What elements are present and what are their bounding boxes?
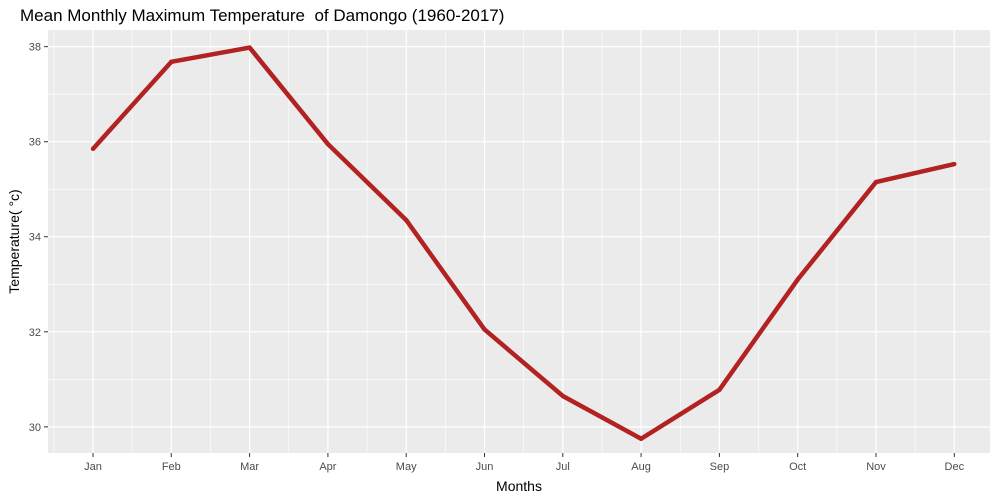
plot-panel — [48, 30, 990, 453]
data-point — [169, 59, 174, 65]
x-tick-label: Sep — [710, 461, 730, 473]
data-point — [404, 217, 409, 223]
x-tick-label: Apr — [319, 461, 336, 473]
x-tick-label: May — [396, 461, 417, 473]
data-point — [560, 393, 565, 399]
y-tick-label: 36 — [29, 137, 41, 149]
x-axis-title: Months — [496, 478, 542, 494]
x-tick-label: Jun — [476, 461, 494, 473]
x-axis: Jan Feb Mar Apr May Jun Jul Aug Sep Oct Nov Dec — [84, 453, 965, 473]
data-point — [638, 436, 644, 441]
x-tick-label: Jul — [556, 461, 570, 473]
x-tick-label: Mar — [240, 461, 259, 473]
y-axis: 30 32 34 36 38 — [29, 42, 48, 434]
y-axis-title: Temperature( °c) — [6, 189, 22, 293]
data-point — [482, 327, 487, 332]
x-tick-label: Nov — [866, 461, 886, 473]
y-tick-label: 30 — [29, 422, 41, 434]
series-group — [90, 45, 957, 441]
x-tick-label: Jan — [84, 461, 102, 473]
y-tick-label: 34 — [29, 232, 41, 244]
data-point — [325, 141, 331, 147]
x-tick-label: Feb — [162, 461, 181, 473]
minor-gridlines — [48, 30, 990, 453]
x-tick-label: Oct — [789, 461, 806, 473]
chart-title: Mean Monthly Maximum Temperature of Damo… — [20, 6, 505, 25]
y-tick-label: 38 — [29, 42, 41, 54]
data-point — [873, 179, 879, 185]
data-point — [90, 146, 96, 152]
data-point — [247, 45, 252, 50]
y-tick-label: 32 — [29, 327, 41, 339]
x-tick-label: Dec — [945, 461, 965, 473]
data-point — [795, 277, 800, 282]
data-point — [952, 161, 957, 167]
x-tick-label: Aug — [631, 461, 651, 473]
temperature-line — [91, 45, 955, 441]
data-point — [717, 387, 722, 392]
